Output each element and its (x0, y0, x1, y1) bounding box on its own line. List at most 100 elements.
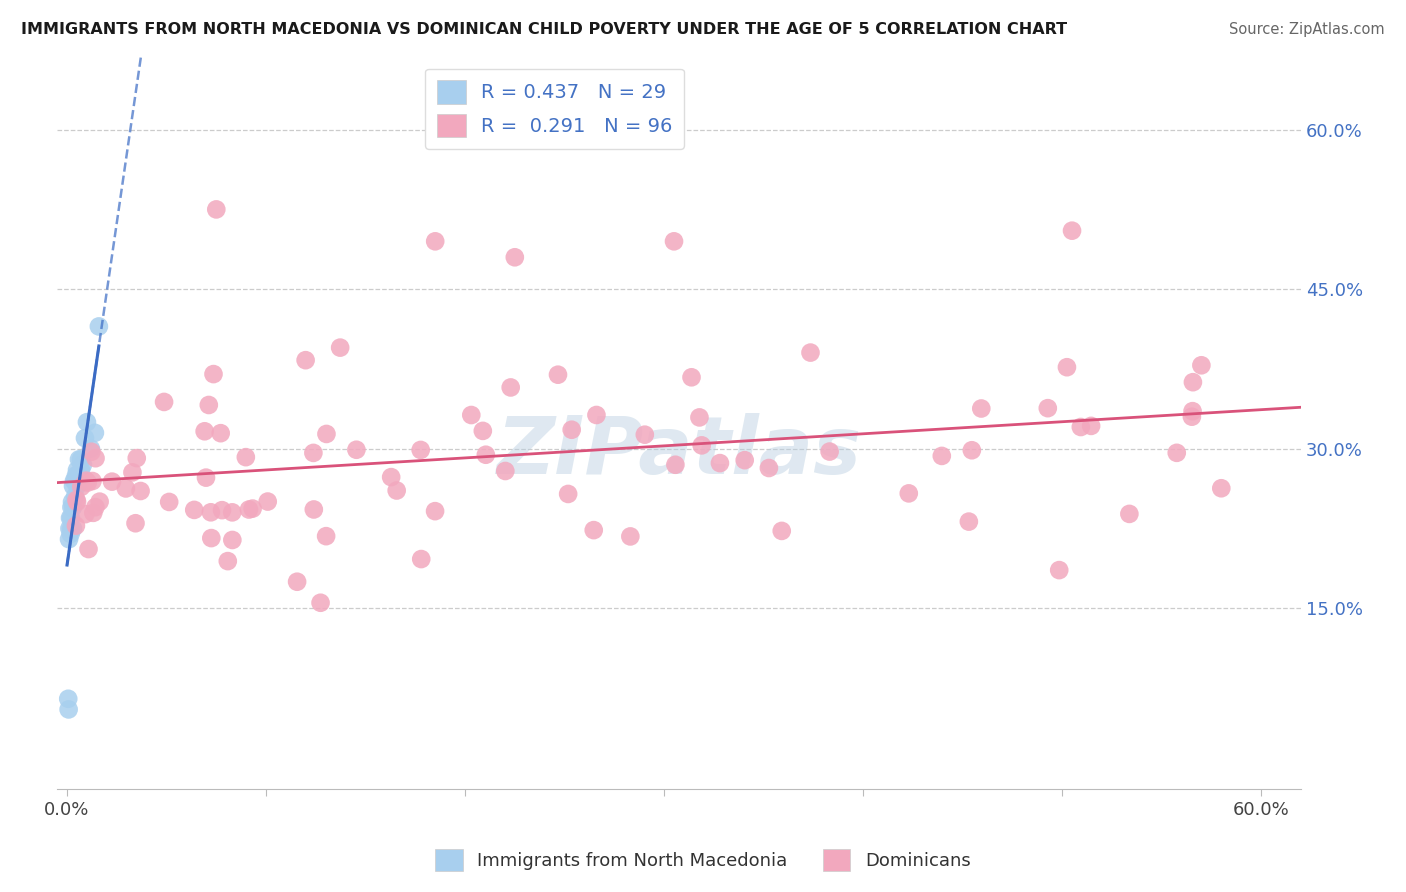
Point (202, 367, 225, 381)
Point (1211, 481, 1233, 495)
Point (200, 505, 222, 519)
Point (62, 500, 84, 515)
Point (634, 427, 657, 442)
Point (547, 368, 569, 382)
Point (83, 425, 105, 440)
Point (1181, 375, 1204, 389)
Point (153, 395, 176, 409)
Point (1056, 360, 1078, 375)
Point (73, 431, 96, 445)
Point (425, 235, 447, 249)
Point (129, 483, 152, 498)
Point (734, 453, 756, 467)
Point (931, 449, 953, 463)
Point (329, 341, 352, 355)
Point (60, 500, 83, 515)
Point (58, 532, 80, 546)
Point (87, 319, 110, 334)
Point (125, 451, 148, 466)
Point (561, 423, 583, 437)
Point (1036, 401, 1059, 416)
Point (84, 451, 107, 466)
Point (758, 461, 780, 475)
Point (302, 446, 325, 460)
Point (65, 492, 87, 507)
Point (662, 235, 685, 249)
Point (344, 442, 367, 457)
Point (58, 691, 80, 706)
Point (63, 490, 86, 504)
Point (411, 552, 433, 566)
Point (385, 483, 408, 498)
Point (77, 542, 100, 557)
Point (198, 398, 221, 412)
Point (709, 456, 731, 470)
Text: Source: ZipAtlas.com: Source: ZipAtlas.com (1229, 22, 1385, 37)
Point (59, 511, 82, 525)
Point (471, 424, 494, 438)
Point (409, 442, 432, 457)
Point (315, 426, 337, 441)
Point (82, 506, 104, 520)
Point (1080, 418, 1102, 433)
Point (1181, 409, 1204, 424)
Point (70, 480, 93, 494)
Point (1047, 563, 1070, 577)
Text: IMMIGRANTS FROM NORTH MACEDONIA VS DOMINICAN CHILD POVERTY UNDER THE AGE OF 5 CO: IMMIGRANTS FROM NORTH MACEDONIA VS DOMIN… (21, 22, 1067, 37)
Point (423, 504, 446, 518)
Point (195, 470, 218, 484)
Point (62, 522, 84, 536)
Point (65, 518, 87, 533)
Point (1181, 404, 1204, 418)
Point (315, 529, 337, 543)
Point (76, 415, 98, 429)
Point (124, 516, 146, 531)
Point (67, 468, 90, 483)
Point (89, 494, 111, 508)
Point (58, 702, 80, 716)
Point (960, 443, 983, 458)
Point (82, 474, 104, 488)
Point (63, 474, 86, 488)
Point (503, 250, 526, 264)
Point (63, 474, 86, 488)
Point (60, 522, 83, 536)
Point (970, 401, 993, 416)
Point (294, 353, 316, 368)
Point (499, 380, 522, 394)
Point (242, 501, 264, 516)
Point (209, 426, 232, 441)
Point (75, 474, 97, 488)
Point (115, 482, 138, 496)
Point (221, 533, 243, 547)
Text: ZIPatlas: ZIPatlas (496, 412, 862, 491)
Point (200, 531, 222, 545)
Point (80, 444, 103, 458)
Point (66, 463, 89, 477)
Point (494, 464, 516, 478)
Point (65, 468, 87, 483)
Point (380, 470, 402, 484)
Point (664, 458, 686, 472)
Point (59, 527, 82, 541)
Point (1118, 507, 1140, 521)
Point (217, 554, 239, 568)
Point (67, 452, 90, 467)
Point (62, 479, 84, 493)
Point (221, 505, 243, 519)
Point (256, 494, 278, 508)
Point (770, 524, 793, 538)
Point (66, 479, 89, 493)
Point (897, 486, 920, 500)
Point (121, 466, 143, 480)
Point (460, 408, 482, 422)
Point (619, 529, 641, 543)
Point (70, 452, 93, 467)
Point (76, 475, 98, 490)
Point (183, 503, 205, 517)
Point (101, 475, 124, 489)
Point (688, 410, 710, 425)
Point (285, 574, 308, 589)
Point (80, 442, 103, 456)
Point (66, 495, 89, 509)
